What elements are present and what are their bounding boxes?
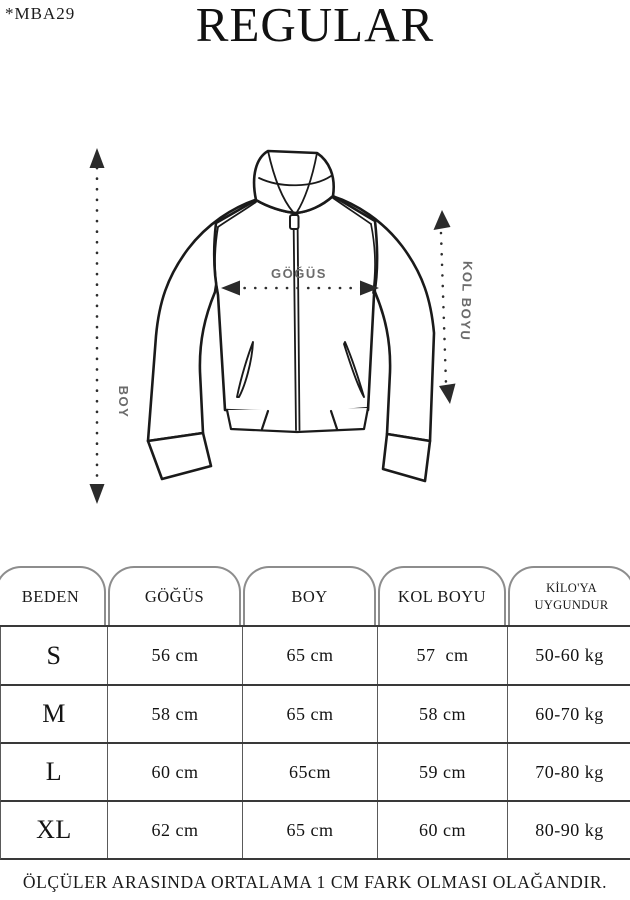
sleeve-cell: 57 cm — [378, 627, 508, 684]
jacket-zipper-pull — [289, 214, 300, 230]
chest-measure-arrow: GÖĞÜS — [221, 266, 379, 296]
jacket-right-cuff — [381, 432, 432, 483]
column-header-gogus: GÖĞÜS — [108, 566, 241, 625]
table-row-s: S 56 cm 65 cm 57 cm 50-60 kg — [0, 627, 630, 686]
jacket-measurement-diagram: BOY GÖĞÜS KOL BOYU — [89, 148, 476, 504]
sleeve-cell: 60 cm — [378, 802, 508, 858]
sleeve-label: KOL BOYU — [458, 261, 476, 342]
size-cell: XL — [1, 802, 108, 858]
length-measure-arrow: BOY — [89, 148, 131, 504]
length-cell: 65 cm — [243, 802, 378, 858]
jacket-pockets — [236, 341, 365, 398]
weight-cell: 60-70 kg — [535, 703, 604, 724]
size-table: BEDEN GÖĞÜS BOY KOL BOYU KİLO'YA UYGUNDU… — [0, 563, 630, 860]
column-header-line2: UYGUNDUR — [534, 597, 609, 612]
column-header-kiloya-uygundur: KİLO'YA UYGUNDUR — [508, 566, 630, 625]
sleeve-measure-arrow: KOL BOYU — [433, 210, 476, 404]
jacket-hem-band — [225, 406, 370, 434]
jacket-zipper — [292, 212, 301, 431]
table-row-xl: XL 62 cm 65 cm 60 cm 80-90 kg — [0, 802, 630, 860]
table-row-l: L 60 cm 65cm 59 cm 70-80 kg — [0, 744, 630, 802]
chest-cell: 60 cm — [108, 744, 243, 800]
arrow-up-icon — [433, 210, 451, 230]
arrow-left-icon — [221, 280, 240, 296]
product-code: *MBA29 — [5, 4, 76, 23]
weight-cell: 50-60 kg — [535, 645, 604, 665]
footnote: ÖLÇÜLER ARASINDA ORTALAMA 1 CM FARK OLMA… — [22, 872, 608, 892]
jacket-collar-seams — [258, 150, 332, 213]
length-cell: 65cm — [243, 744, 378, 800]
page-title: REGULAR — [195, 0, 435, 52]
chest-cell: 62 cm — [108, 802, 243, 858]
column-header-line1: KİLO'YA — [546, 581, 597, 596]
arrow-up-icon — [89, 148, 105, 168]
size-table-header-row: BEDEN GÖĞÜS BOY KOL BOYU KİLO'YA UYGUNDU… — [0, 563, 630, 627]
weight-cell: 80-90 kg — [535, 819, 604, 840]
column-header-boy: BOY — [243, 566, 376, 625]
column-header-kol-boyu: KOL BOYU — [378, 566, 506, 625]
arrow-right-icon — [360, 280, 379, 296]
jacket-left-cuff — [146, 431, 213, 481]
table-row-m: M 58 cm 65 cm 58 cm 60-70 kg — [0, 686, 630, 744]
column-header-beden: BEDEN — [0, 566, 106, 625]
length-cell: 65 cm — [243, 686, 378, 742]
size-cell: M — [1, 686, 108, 742]
sleeve-cell: 58 cm — [378, 686, 508, 742]
length-label: BOY — [116, 386, 131, 419]
jacket-collar — [252, 149, 335, 215]
chest-cell: 56 cm — [108, 627, 243, 684]
size-cell: S — [1, 627, 108, 684]
size-cell: L — [1, 744, 108, 800]
weight-cell: 70-80 kg — [535, 761, 604, 782]
arrow-down-icon — [439, 383, 456, 404]
length-cell: 65 cm — [243, 627, 378, 684]
chest-cell: 58 cm — [108, 686, 243, 742]
sleeve-cell: 59 cm — [378, 744, 508, 800]
arrow-down-icon — [89, 484, 105, 504]
chest-label: GÖĞÜS — [271, 266, 327, 281]
jacket-drawing — [146, 149, 436, 483]
